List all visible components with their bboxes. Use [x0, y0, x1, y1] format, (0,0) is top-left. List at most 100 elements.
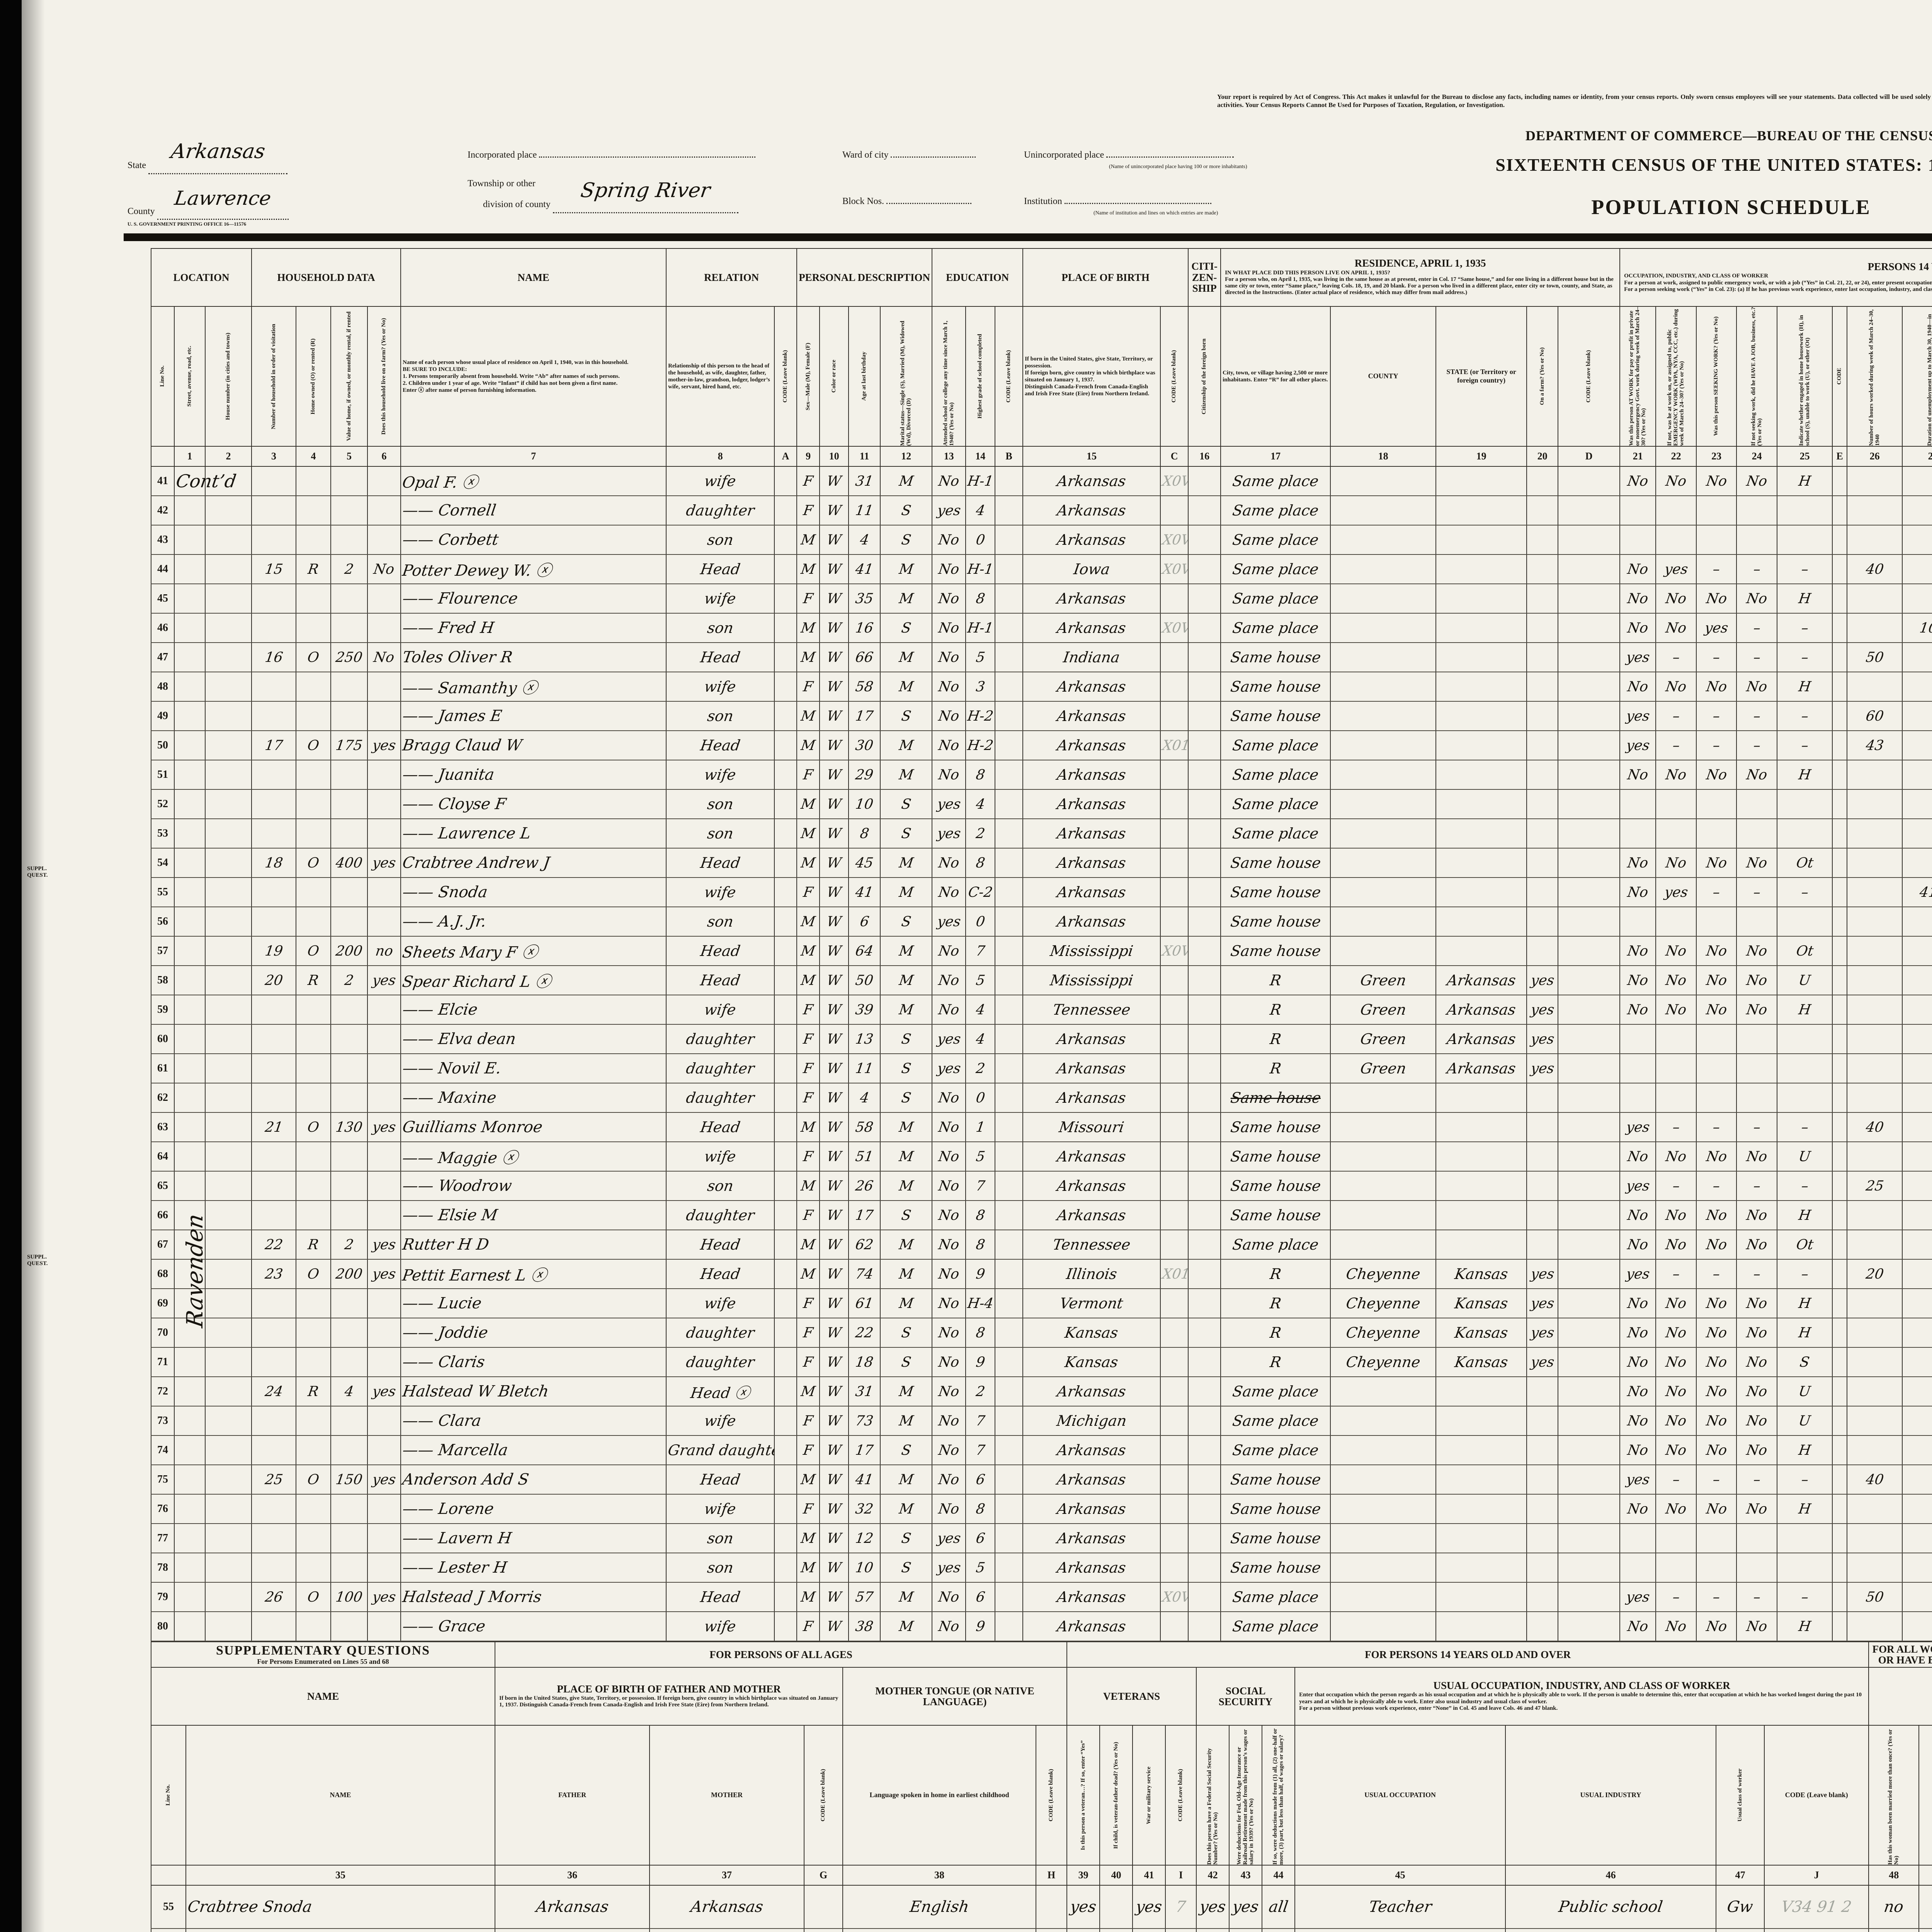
cell-42-25 — [1777, 495, 1833, 526]
cell-59-8: wife — [666, 995, 775, 1025]
state-value: Arkansas — [169, 140, 267, 163]
cell-55-21: No — [1619, 877, 1656, 907]
cell-58-6: yes — [367, 965, 401, 995]
cell-75-20 — [1526, 1464, 1559, 1495]
cell-53-8: son — [666, 818, 775, 849]
schedule-row-45: 45 —— Flourence wife F W 35 M No 8 Arkansas Same p… — [151, 583, 1932, 614]
cell-80-26 — [1847, 1611, 1903, 1641]
cell-76-8: wife — [666, 1494, 775, 1524]
cell-44-3: 15 — [251, 554, 297, 584]
cell-76-9: F — [796, 1494, 820, 1524]
cell-58-16 — [1188, 965, 1221, 995]
cell-46-7: —— Fred H — [400, 613, 667, 643]
cell-52-24 — [1736, 789, 1778, 819]
cell-72-27 — [1902, 1376, 1932, 1406]
cell-62-2 — [204, 1083, 252, 1113]
cell-45-13: No — [932, 583, 966, 614]
cell-50-21: yes — [1619, 730, 1656, 760]
cell-56-3 — [251, 906, 297, 937]
cell-63-14: 1 — [965, 1112, 996, 1142]
cell-74-18 — [1330, 1435, 1437, 1465]
cell-77-19 — [1435, 1523, 1527, 1553]
cell-50-5: 175 — [330, 730, 368, 760]
cell-68-l: 68 — [151, 1928, 186, 1932]
column-header-27: Duration of unemployment up to March 30,… — [1902, 306, 1932, 447]
cell-50-4: O — [296, 730, 332, 760]
county-value: Lawrence — [173, 187, 273, 209]
cell-57-C: X0V3 — [1160, 936, 1189, 966]
cell-55-4 — [296, 877, 332, 907]
cell-57-14: 7 — [965, 936, 996, 966]
cell-61-11: 11 — [848, 1053, 881, 1083]
column-number-12: 12 — [880, 446, 933, 467]
group-header: PLACE OF BIRTH — [1022, 248, 1189, 307]
cell-50-3: 17 — [251, 730, 297, 760]
cell-65-6 — [367, 1171, 401, 1201]
cell-61-17: R — [1220, 1053, 1331, 1083]
cell-57-22: No — [1655, 936, 1697, 966]
cell-48-10: W — [819, 672, 849, 702]
cell-58-l: 58 — [151, 965, 175, 995]
cell-47-C — [1160, 642, 1189, 672]
cell-60-6 — [367, 1024, 401, 1054]
cell-56-l: 56 — [151, 906, 175, 937]
cell-62-19 — [1435, 1083, 1527, 1113]
cell-53-A — [774, 818, 798, 849]
cell-55-46: Public school — [1505, 1885, 1717, 1929]
group-header: SUPPLEMENTARY QUESTIONS For Persons Enume… — [150, 1641, 496, 1668]
cell-79-6: yes — [367, 1582, 401, 1612]
cell-59-C — [1160, 995, 1189, 1025]
cell-41-21: No — [1619, 466, 1656, 496]
cell-47-2 — [204, 642, 252, 672]
cell-68-41 — [1132, 1928, 1166, 1932]
cell-46-B — [995, 613, 1024, 643]
cell-73-3 — [251, 1406, 297, 1436]
cell-60-18: Green — [1330, 1024, 1437, 1054]
cell-52-l: 52 — [151, 789, 175, 819]
cell-46-17: Same place — [1220, 613, 1331, 643]
cell-78-24 — [1736, 1553, 1778, 1583]
column-number-3: 3 — [251, 446, 297, 467]
cell-79-13: No — [932, 1582, 966, 1612]
cell-77-9: M — [796, 1523, 820, 1553]
column-header-36: FATHER — [495, 1725, 650, 1866]
cell-50-25: – — [1777, 730, 1833, 760]
cell-68-24: – — [1736, 1259, 1778, 1289]
cell-69-A — [774, 1288, 798, 1318]
cell-69-22: No — [1655, 1288, 1697, 1318]
cell-63-4: O — [296, 1112, 332, 1142]
cell-68-45: Farming — [1294, 1928, 1506, 1932]
cell-66-3 — [251, 1200, 297, 1230]
cell-78-6 — [367, 1553, 401, 1583]
cell-66-8: daughter — [666, 1200, 775, 1230]
cell-74-14: 7 — [965, 1435, 996, 1465]
cell-45-22: No — [1655, 583, 1697, 614]
cell-78-7: —— Lester H — [400, 1553, 667, 1583]
cell-60-2 — [204, 1024, 252, 1054]
cell-42-15: Arkansas — [1022, 495, 1161, 526]
cell-73-13: No — [932, 1406, 966, 1436]
cell-67-21: No — [1619, 1230, 1656, 1260]
column-number-42: 42 — [1196, 1865, 1230, 1886]
cell-45-C — [1160, 583, 1189, 614]
cell-70-25: H — [1777, 1318, 1833, 1348]
cell-70-18: Cheyenne — [1330, 1318, 1437, 1348]
cell-67-19 — [1435, 1230, 1527, 1260]
cell-73-16 — [1188, 1406, 1221, 1436]
cell-53-27 — [1902, 818, 1932, 849]
cell-64-25: U — [1777, 1141, 1833, 1172]
cell-57-l: 57 — [151, 936, 175, 966]
cell-71-21: No — [1619, 1347, 1656, 1377]
cell-65-19 — [1435, 1171, 1527, 1201]
cell-67-23: No — [1696, 1230, 1737, 1260]
cell-58-B — [995, 965, 1024, 995]
cell-51-22: No — [1655, 760, 1697, 790]
cell-45-7: —— Flourence — [400, 583, 667, 614]
cell-42-6 — [367, 495, 401, 526]
cell-68-42 — [1196, 1928, 1230, 1932]
column-number-14: 14 — [965, 446, 996, 467]
cell-74-13: No — [932, 1435, 966, 1465]
cell-66-2 — [204, 1200, 252, 1230]
cell-59-17: R — [1220, 995, 1331, 1025]
